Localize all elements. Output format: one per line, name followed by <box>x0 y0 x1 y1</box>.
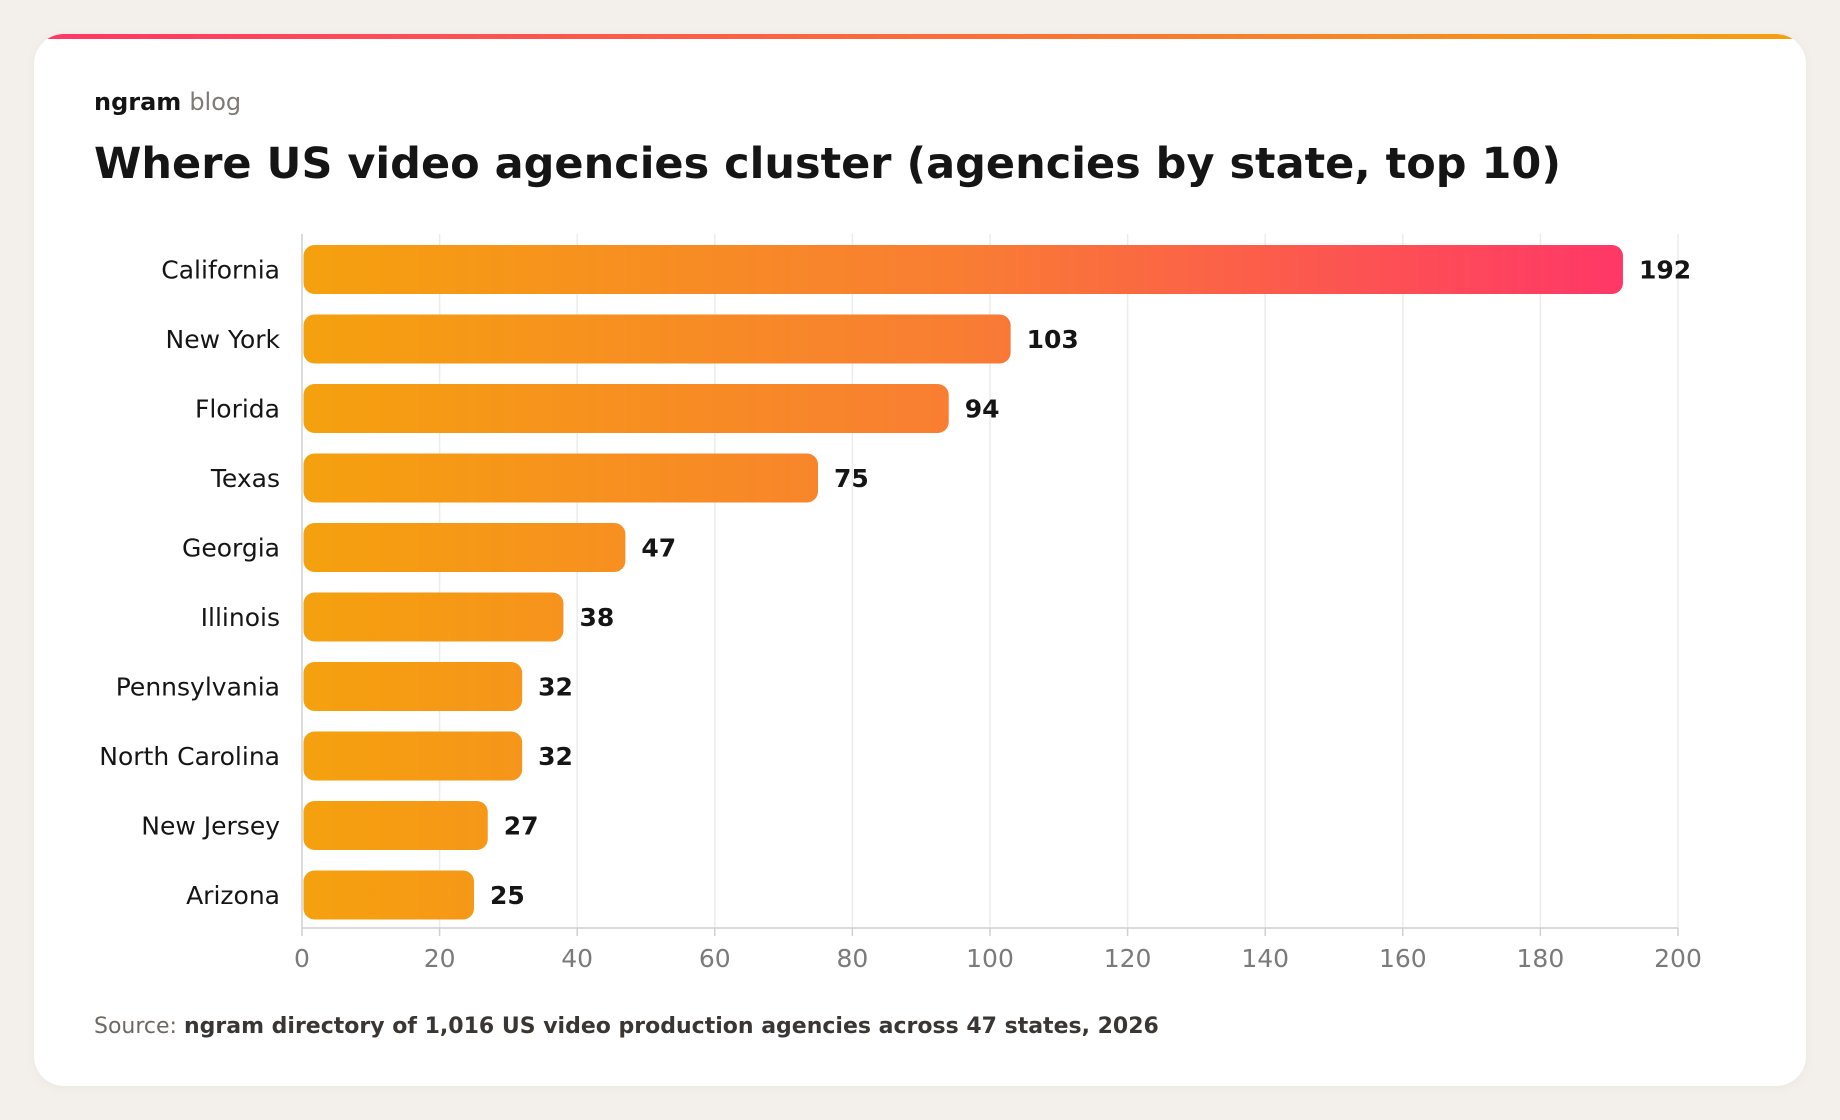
bar-chart: California New York Florida Texas Georgia Ill… <box>99 234 1702 973</box>
data-label: 94 <box>965 395 1000 424</box>
bar <box>303 453 818 503</box>
category-label: Arizona <box>186 881 280 910</box>
category-label: Florida <box>195 395 280 424</box>
x-tick-label: 80 <box>836 944 868 973</box>
bar <box>303 245 1623 294</box>
source-note: Source: ngram directory of 1,016 US vide… <box>94 1012 1159 1042</box>
x-tick-label: 140 <box>1241 944 1289 973</box>
x-tick-label: 20 <box>424 944 456 973</box>
x-tick-label: 40 <box>561 944 593 973</box>
data-label: 47 <box>641 534 676 563</box>
accent-bar <box>34 34 1806 39</box>
data-labels: 192 103 94 75 47 38 32 32 27 25 <box>490 256 1691 911</box>
x-tick-label: 160 <box>1379 944 1427 973</box>
category-label: Georgia <box>182 534 280 563</box>
bar <box>303 870 474 920</box>
category-labels: California New York Florida Texas Georgia Ill… <box>99 256 280 911</box>
data-label: 75 <box>834 464 869 493</box>
chart-card: ngram blog Where US video agencies cluste… <box>34 34 1806 1086</box>
x-tick-label: 0 <box>294 944 310 973</box>
bar <box>303 662 523 711</box>
data-label: 27 <box>504 812 539 841</box>
x-tick-label: 100 <box>966 944 1014 973</box>
category-label: Pennsylvania <box>116 673 280 702</box>
brand-suffix: blog <box>189 88 242 116</box>
x-tick-label: 200 <box>1654 944 1702 973</box>
data-label: 32 <box>538 742 573 771</box>
category-label: Illinois <box>201 603 280 632</box>
x-tick-label: 120 <box>1104 944 1152 973</box>
bar <box>303 523 626 572</box>
bar <box>303 314 1011 364</box>
source-label: Source: <box>94 1014 177 1039</box>
data-label: 38 <box>579 603 614 632</box>
x-axis-ticks: 0 20 40 60 80 100 120 140 160 180 200 <box>294 928 1702 973</box>
bar <box>303 384 949 433</box>
data-label: 25 <box>490 881 525 910</box>
bars <box>303 245 1623 920</box>
bar <box>303 801 488 850</box>
brand-name: ngram <box>94 88 182 116</box>
category-label: Texas <box>210 464 280 493</box>
data-label: 192 <box>1639 256 1691 285</box>
x-tick-label: 180 <box>1517 944 1565 973</box>
data-label: 32 <box>538 673 573 702</box>
data-label: 103 <box>1027 325 1079 354</box>
chart-title: Where US video agencies cluster (agencie… <box>94 139 1561 189</box>
x-tick-label: 60 <box>699 944 731 973</box>
brand: ngram blog <box>94 86 241 118</box>
source-text: ngram directory of 1,016 US video produc… <box>183 1014 1159 1039</box>
category-label: New York <box>166 325 281 354</box>
category-label: North Carolina <box>99 742 280 771</box>
category-label: New Jersey <box>141 812 280 841</box>
bar <box>303 731 523 781</box>
category-label: California <box>161 256 280 285</box>
bar <box>303 592 564 642</box>
